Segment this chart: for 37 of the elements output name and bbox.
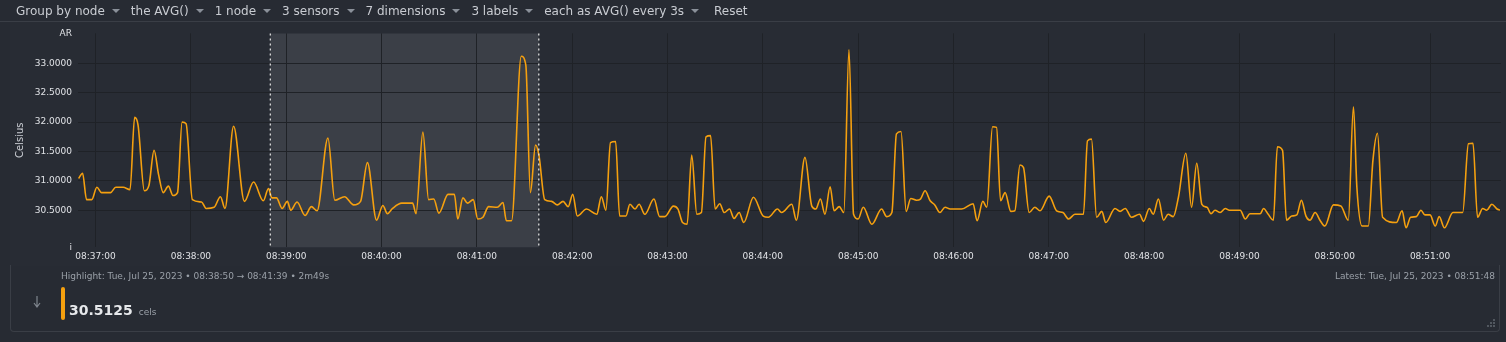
text: 3 labels (471, 3, 519, 18)
x-tick-label: 08:45:00 (837, 250, 879, 261)
text: cels (138, 307, 157, 317)
y-tick-label: 32.5000 (34, 87, 73, 98)
text: Reset (714, 3, 748, 18)
text: Group by node (16, 3, 105, 18)
x-tick-label: 08:41:00 (456, 250, 498, 261)
x-tick-label: 08:51:00 (1409, 250, 1451, 261)
text: each as AVG() every 3s (544, 3, 685, 18)
y-tick-label: AR (59, 27, 72, 38)
text: Latest: Tue, Jul 25, 2023 • 08:51:48 (1334, 271, 1495, 281)
y-tick-label: 33.0000 (34, 57, 73, 68)
x-tick-label: 08:49:00 (1219, 250, 1260, 261)
y-axis-title: Celsius (13, 122, 25, 159)
y-tick-label: 31.5000 (34, 145, 73, 156)
text: 1 node (214, 3, 257, 18)
text: 7 dimensions (365, 3, 446, 18)
x-tick-label: 08:44:00 (742, 250, 784, 261)
text: 30.5125 (69, 302, 133, 318)
x-tick-label: 08:42:00 (551, 250, 593, 261)
x-tick-label: 08:43:00 (647, 250, 688, 261)
x-tick-label: 08:37:00 (75, 250, 117, 261)
x-tick-label: 08:46:00 (933, 250, 974, 261)
y-tick-label: 32.0000 (34, 116, 73, 127)
line-series (78, 49, 1501, 229)
x-tick-label: 08:48:00 (1123, 250, 1165, 261)
text: Highlight: Tue, Jul 25, 2023 • 08:38:50 → 08:41:39 • 2m49s (61, 271, 330, 281)
y-tick-label: 30.5000 (34, 204, 73, 215)
x-tick-label: 08:50:00 (1314, 250, 1356, 261)
x-tick-label: 08:38:00 (170, 250, 212, 261)
x-tick-label: 08:39:00 (265, 250, 307, 261)
x-tick-label: 08:40:00 (361, 250, 402, 261)
text: the AVG() (130, 3, 189, 18)
y-tick-label: 31.0000 (34, 175, 73, 186)
text: 3 sensors (282, 3, 340, 18)
y-tick-label: i (69, 241, 72, 252)
x-tick-label: 08:47:00 (1028, 250, 1070, 261)
